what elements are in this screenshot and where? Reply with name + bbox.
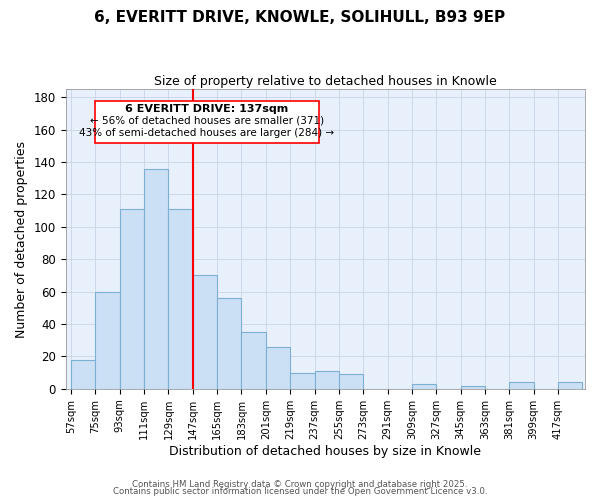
Bar	[95, 292, 120, 389]
Y-axis label: Number of detached properties: Number of detached properties	[15, 140, 28, 338]
Bar	[120, 209, 144, 389]
Bar	[144, 168, 169, 389]
X-axis label: Distribution of detached houses by size in Knowle: Distribution of detached houses by size …	[169, 444, 481, 458]
Bar	[217, 298, 241, 389]
Bar	[509, 382, 533, 389]
Bar	[71, 360, 95, 389]
Bar	[241, 332, 266, 389]
Bar	[290, 372, 314, 389]
Text: 6, EVERITT DRIVE, KNOWLE, SOLIHULL, B93 9EP: 6, EVERITT DRIVE, KNOWLE, SOLIHULL, B93 …	[94, 10, 506, 25]
Bar	[339, 374, 363, 389]
Text: 6 EVERITT DRIVE: 137sqm: 6 EVERITT DRIVE: 137sqm	[125, 104, 289, 114]
Bar	[461, 386, 485, 389]
Bar	[193, 276, 217, 389]
FancyBboxPatch shape	[95, 100, 319, 142]
Bar	[314, 371, 339, 389]
Bar	[558, 382, 582, 389]
Bar	[266, 346, 290, 389]
Bar	[169, 209, 193, 389]
Title: Size of property relative to detached houses in Knowle: Size of property relative to detached ho…	[154, 75, 497, 88]
Text: ← 56% of detached houses are smaller (371): ← 56% of detached houses are smaller (37…	[90, 116, 324, 126]
Text: Contains public sector information licensed under the Open Government Licence v3: Contains public sector information licen…	[113, 487, 487, 496]
Text: Contains HM Land Registry data © Crown copyright and database right 2025.: Contains HM Land Registry data © Crown c…	[132, 480, 468, 489]
Text: 43% of semi-detached houses are larger (284) →: 43% of semi-detached houses are larger (…	[79, 128, 335, 138]
Bar	[412, 384, 436, 389]
